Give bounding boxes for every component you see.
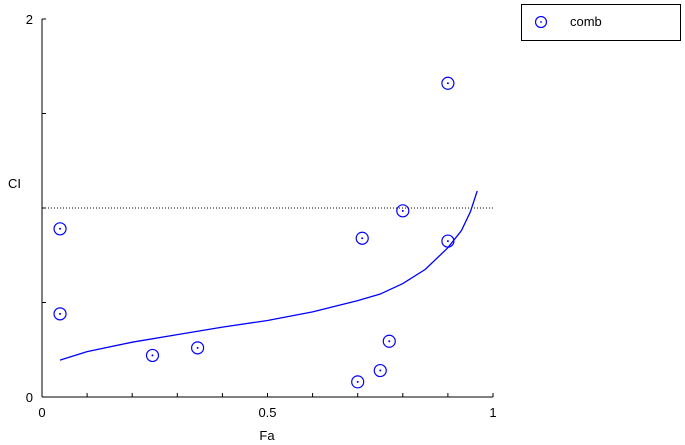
scatter-point-ring <box>53 307 67 321</box>
scatter-point <box>382 334 396 348</box>
scatter-point-ring <box>355 231 369 245</box>
legend-label: comb <box>570 14 602 29</box>
scatter-point-dot <box>379 369 382 372</box>
scatter-point <box>441 76 455 90</box>
scatter-point <box>53 222 67 236</box>
scatter-point-ring <box>441 234 455 248</box>
legend: comb <box>521 4 681 41</box>
scatter-point <box>53 307 67 321</box>
scatter-point <box>396 204 410 218</box>
scatter-point-dot <box>446 240 449 243</box>
x-tick-label: 1 <box>489 405 496 420</box>
scatter-point-ring <box>441 76 455 90</box>
scatter-point-dot <box>59 312 62 315</box>
scatter-point-dot <box>361 237 364 240</box>
scatter-point <box>355 231 369 245</box>
scatter-point-ring <box>53 222 67 236</box>
legend-marker-icon <box>535 16 547 28</box>
x-axis-label: Fa <box>259 428 275 443</box>
scatter-point <box>373 363 387 378</box>
scatter-point-dot <box>59 227 62 230</box>
scatter-point <box>441 234 455 248</box>
scatter-point-dot <box>401 209 404 212</box>
scatter-point-dot <box>196 346 199 349</box>
scatter-point-ring <box>351 375 365 389</box>
scatter-point-dot <box>388 340 391 343</box>
fit-curve-layer <box>59 190 478 361</box>
scatter-point-dot <box>151 354 154 357</box>
x-tick-label: 0 <box>38 405 45 420</box>
scatter-point-ring <box>145 348 160 363</box>
axes: 0 2 0 0.5 1 <box>26 12 497 420</box>
scatter-point-ring <box>382 334 396 348</box>
scatter-point <box>351 375 365 389</box>
scatter-points-layer <box>53 76 455 389</box>
scatter-point-ring <box>373 363 387 378</box>
scatter-point-dot <box>446 82 449 85</box>
scatter-point <box>190 341 205 355</box>
scatter-point-ring <box>396 204 410 218</box>
fit-curve <box>59 190 478 361</box>
y-tick-label: 2 <box>26 12 33 27</box>
scatter-point-ring <box>190 341 205 355</box>
x-tick-label: 0.5 <box>258 405 276 420</box>
scatter-point-dot <box>356 380 359 383</box>
y-axis-label: CI <box>8 176 21 191</box>
scatter-point <box>145 348 160 363</box>
y-tick-label: 0 <box>26 390 33 405</box>
